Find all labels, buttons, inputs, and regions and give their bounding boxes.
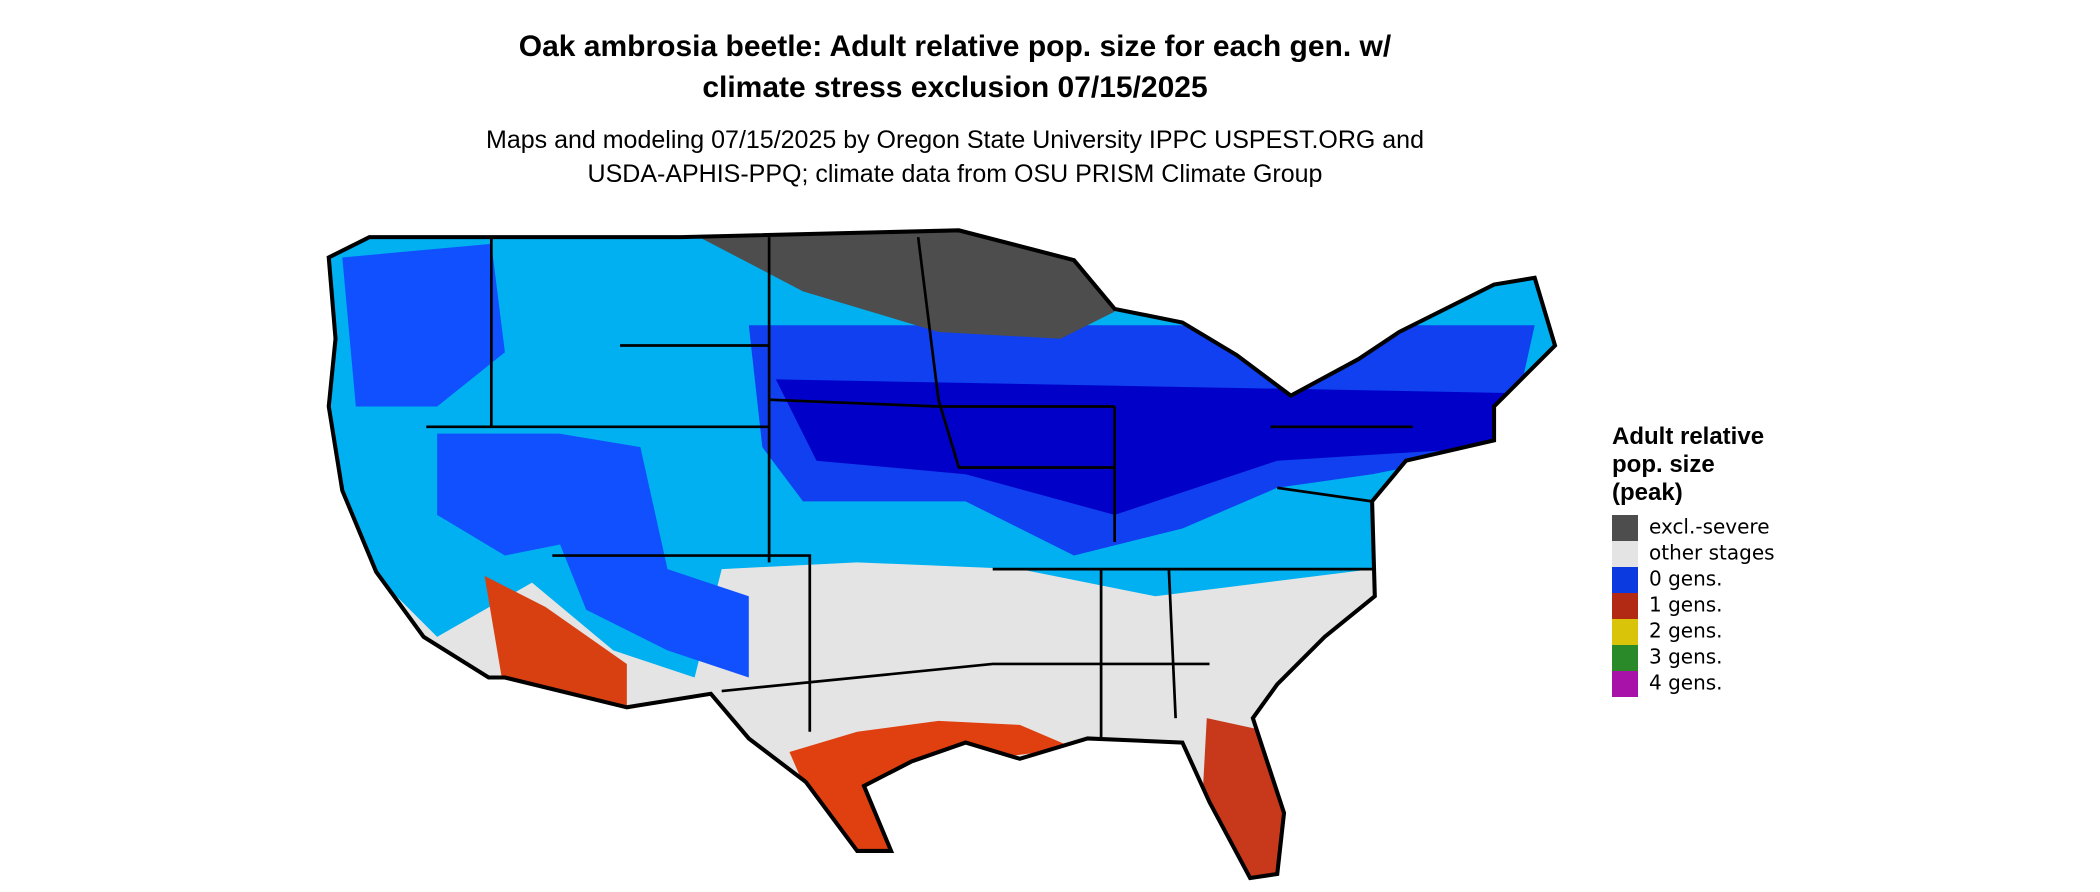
legend-label: excl.-severe: [1649, 515, 1770, 539]
map: [315, 217, 1575, 892]
legend-label: 4 gens.: [1649, 671, 1723, 695]
legend-title: Adult relative: [1612, 423, 1764, 450]
legend-swatch: [1612, 593, 1638, 619]
legend-swatch: [1612, 619, 1638, 645]
legend-label: 0 gens.: [1649, 567, 1723, 591]
legend-title: pop. size: [1612, 451, 1715, 478]
title-line: climate stress exclusion 07/15/2025: [702, 71, 1207, 104]
legend-label: 1 gens.: [1649, 593, 1723, 617]
legend-swatch: [1612, 541, 1638, 567]
legend-swatch: [1612, 671, 1638, 697]
legend-label: other stages: [1649, 541, 1775, 565]
subtitle-line: USDA-APHIS-PPQ; climate data from OSU PR…: [588, 160, 1323, 188]
title-line: Oak ambrosia beetle: Adult relative pop.…: [519, 30, 1392, 63]
legend-label: 3 gens.: [1649, 645, 1723, 669]
legend-swatch: [1612, 645, 1638, 671]
legend-swatch: [1612, 567, 1638, 593]
subtitle-line: Maps and modeling 07/15/2025 by Oregon S…: [486, 126, 1424, 154]
legend-swatch: [1612, 515, 1638, 541]
legend-title: (peak): [1612, 479, 1683, 506]
legend-label: 2 gens.: [1649, 619, 1723, 643]
